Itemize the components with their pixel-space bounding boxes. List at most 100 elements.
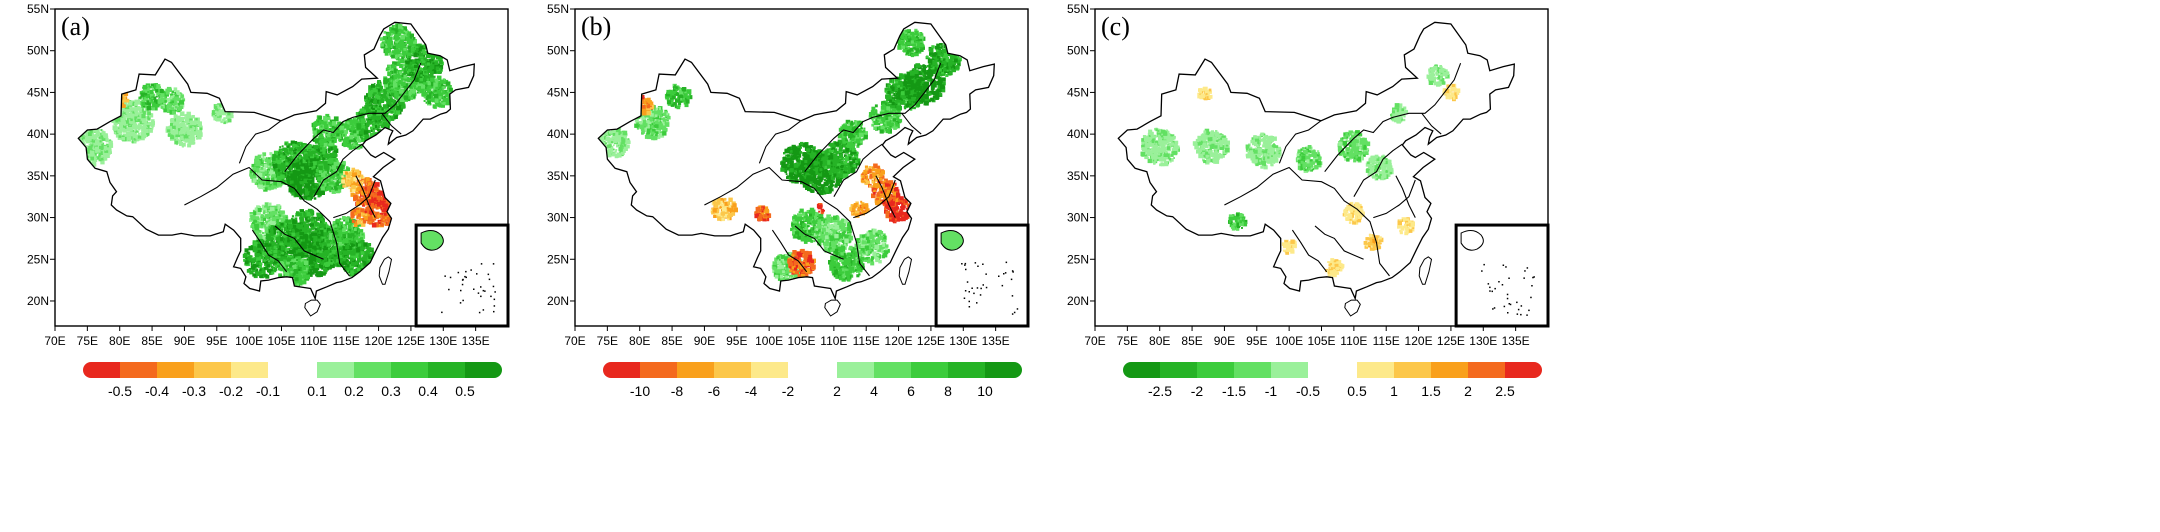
data-pixel [98,136,101,139]
data-pixel [346,140,350,143]
data-pixel [376,128,380,132]
data-pixel [89,130,93,134]
data-pixel [413,85,416,88]
data-pixel [144,126,149,130]
data-pixel [381,95,383,98]
data-pixel [428,46,430,49]
data-pixel [333,186,337,189]
data-pixel [406,39,412,45]
data-pixel [178,139,183,144]
data-pixel [438,80,441,84]
data-pixel [167,103,172,109]
data-pixel [430,77,435,82]
data-pixel [308,160,311,163]
data-pixel [289,180,294,185]
data-pixel [122,104,126,108]
data-pixel [342,164,345,168]
data-pixel [277,171,283,177]
data-pixel [296,166,301,171]
data-pixel [276,159,281,164]
data-pixel [425,97,429,101]
data-pixel [134,103,138,106]
data-pixel [199,127,203,131]
data-pixel [273,180,279,186]
data-pixel [124,104,128,108]
data-pixel [299,190,303,194]
data-pixel [167,129,171,133]
data-pixel [264,158,269,163]
data-pixel [131,111,136,116]
data-pixel [115,134,120,138]
data-pixel [402,105,406,109]
data-pixel [304,190,310,195]
data-pixel [144,97,149,102]
data-pixel [99,145,104,151]
data-pixel [185,122,189,126]
data-pixel [308,169,311,172]
data-pixel [429,46,434,51]
data-pixel [262,152,266,157]
data-pixel [295,147,297,149]
data-pixel [255,230,259,235]
data-pixel [150,86,154,89]
data-pixel [371,98,374,101]
data-pixel [286,144,290,148]
data-pixel [267,165,270,168]
data-pixel [273,210,278,215]
data-pixel [146,87,150,91]
data-pixel [308,156,311,159]
data-pixel [258,158,263,163]
data-pixel [178,131,183,135]
data-pixel [93,146,97,151]
data-pixel [185,119,189,123]
data-pixel [333,116,339,122]
data-pixel [125,123,129,127]
data-pixel [180,95,184,98]
data-pixel [292,143,296,147]
data-pixel [331,121,337,126]
data-pixel [117,89,121,93]
data-pixel [97,156,100,160]
data-pixel [297,175,301,179]
data-pixel [287,178,290,181]
data-pixel [108,141,112,144]
data-pixel [173,118,176,121]
data-pixel [283,153,286,156]
data-pixel [295,162,300,167]
data-pixel [329,137,334,142]
data-pixel [437,84,441,88]
data-pixel [176,90,180,94]
data-pixel [265,224,269,227]
data-pixel [318,143,320,146]
data-pixel [305,159,309,162]
data-pixel [273,169,276,172]
data-pixel [185,117,189,121]
data-pixel [308,151,313,157]
data-pixel [385,113,389,117]
data-pixel [349,120,354,125]
data-pixel [394,28,398,32]
data-pixel [263,182,267,185]
data-pixel [272,163,278,169]
data-pixel [142,110,146,114]
data-pixel [303,155,307,159]
data-pixel [259,169,262,172]
data-pixel [305,174,308,177]
data-pixel [373,83,376,85]
data-pixel [390,110,394,114]
data-pixel [186,135,190,139]
data-pixel [339,137,342,140]
data-pixel [416,60,419,63]
data-pixel [254,159,258,163]
data-pixel [182,133,188,139]
data-pixel [391,65,395,69]
data-pixel [187,114,190,118]
data-pixel [402,63,405,66]
data-pixel [413,64,418,69]
data-pixel [318,120,322,123]
data-pixel [424,71,427,74]
data-pixel [331,126,335,129]
data-pixel [380,132,384,136]
data-pixel [81,140,84,143]
data-pixel [225,111,228,114]
